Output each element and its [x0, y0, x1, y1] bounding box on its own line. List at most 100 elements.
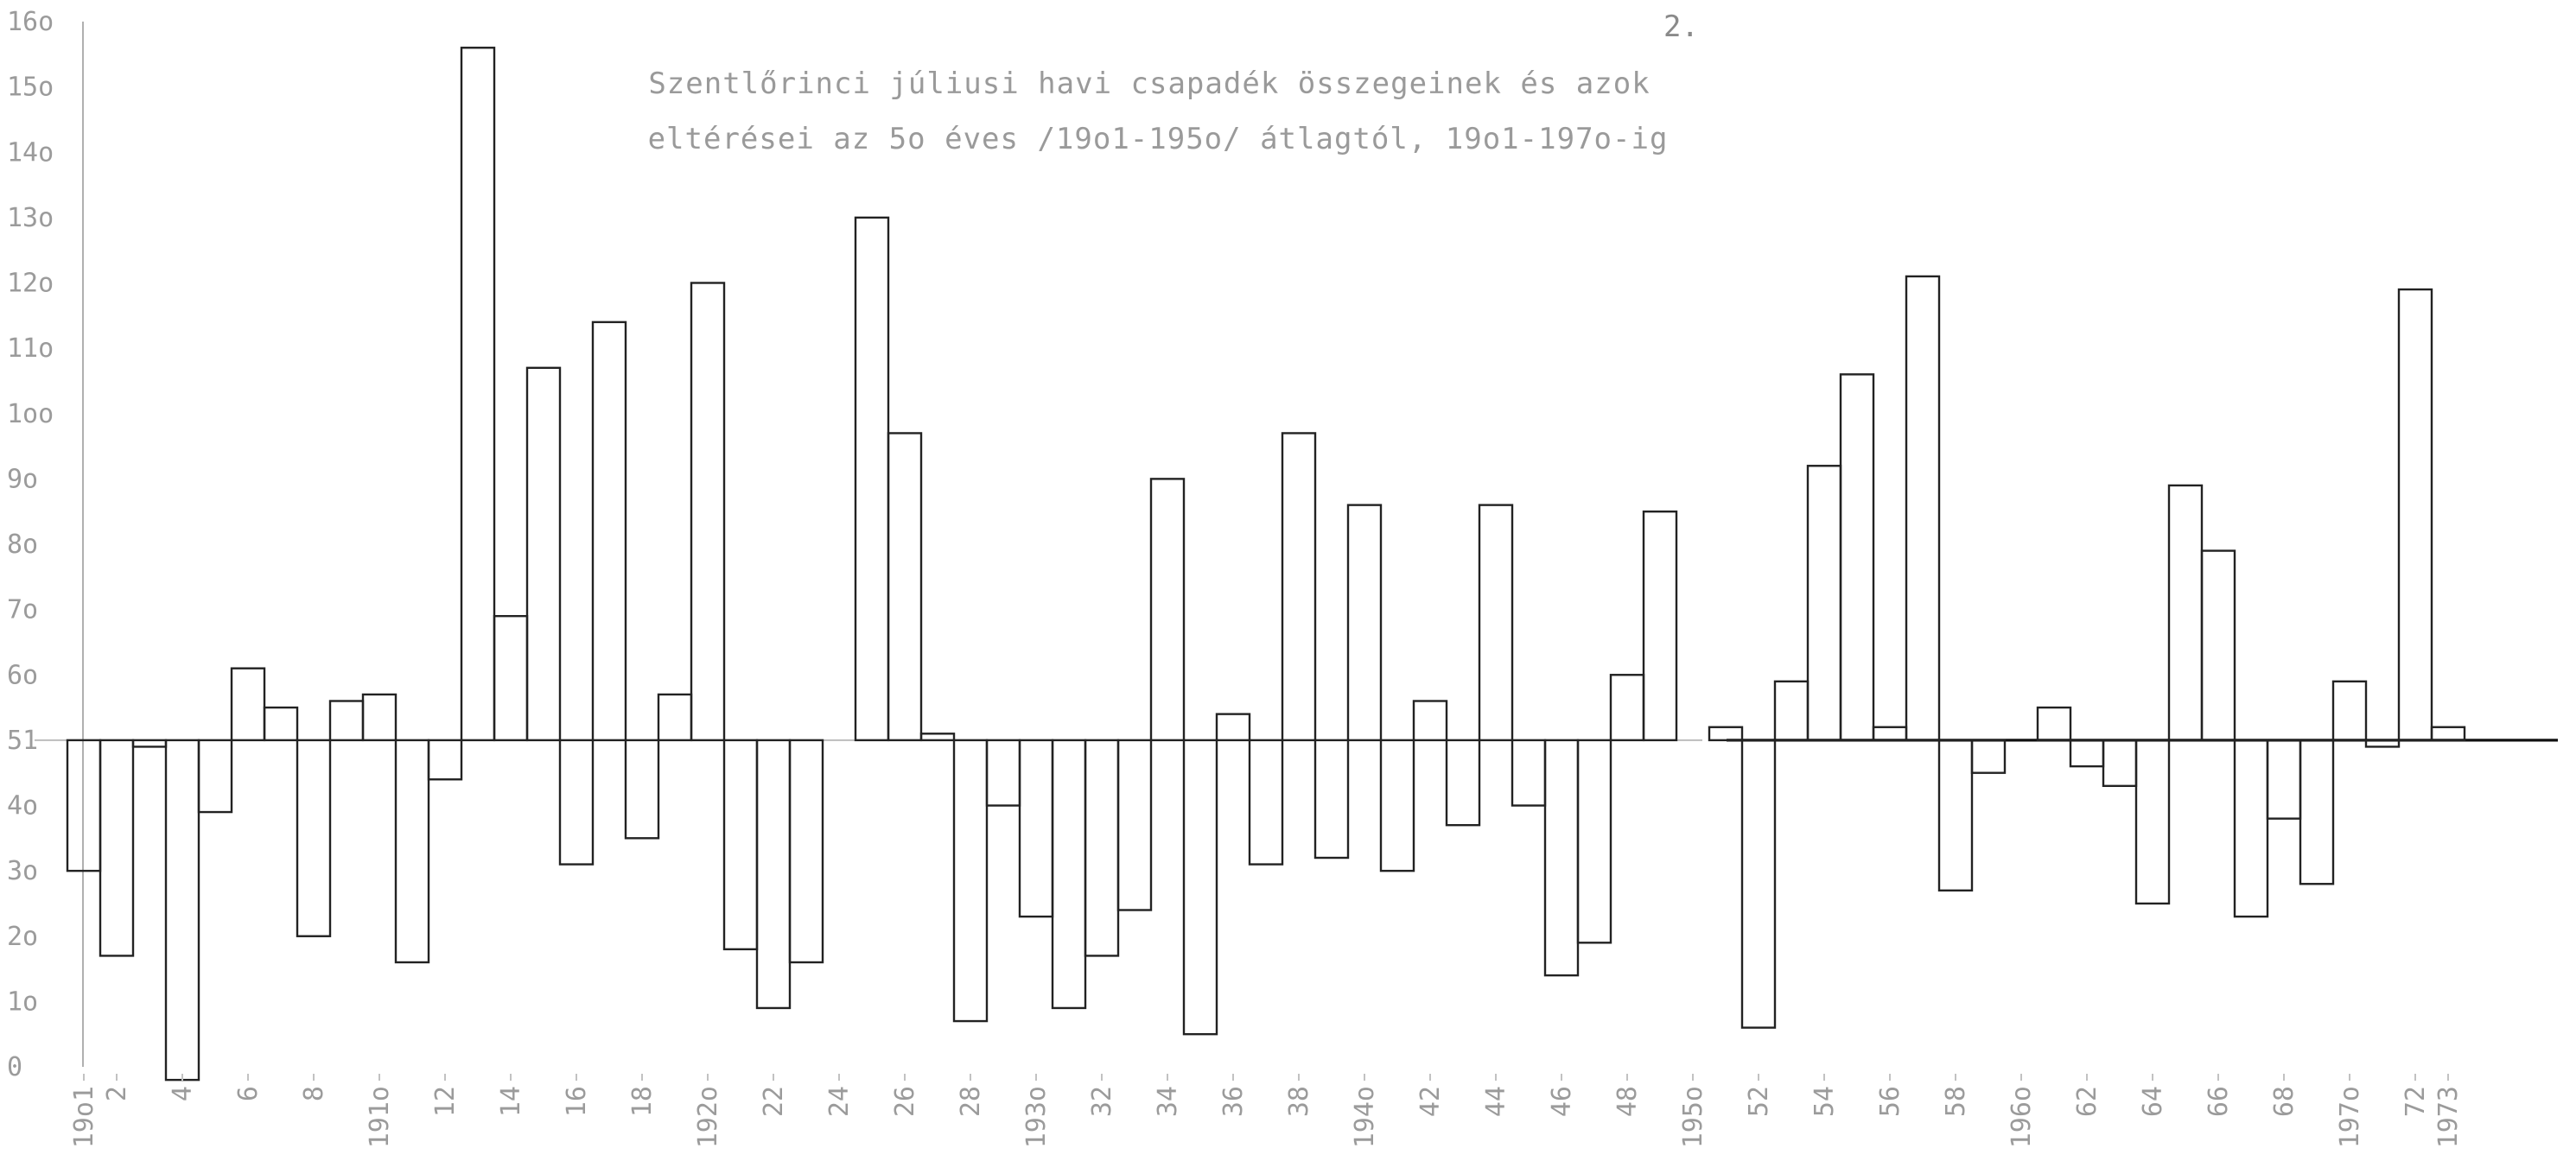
x-tick-label: 58	[1941, 1086, 1971, 1117]
y-tick-label: 12o	[7, 269, 54, 299]
x-tick-label: 64	[2138, 1086, 2168, 1117]
bar-1903	[131, 739, 168, 748]
bar-1953	[1773, 680, 1810, 742]
bar-1957	[1905, 275, 1941, 742]
bar-1935	[1182, 739, 1218, 1036]
y-tick-label: 1oo	[7, 399, 54, 429]
x-tick-label: 38	[1284, 1086, 1314, 1117]
bar-1910	[361, 693, 398, 742]
y-tick-label: 7o	[7, 595, 38, 625]
bar-1907	[263, 706, 299, 742]
bar-1949	[1642, 510, 1678, 742]
bar-1923	[788, 739, 824, 964]
bar-series	[66, 47, 2466, 1082]
bar-1915	[525, 366, 562, 742]
bar-1926	[887, 432, 923, 742]
bar-1916	[558, 739, 595, 866]
bar-1952	[1740, 739, 1777, 1029]
bar-1904	[164, 739, 200, 1082]
bar-1969	[2299, 739, 2335, 885]
bar-1905	[197, 739, 233, 814]
baseline-tick-label: 51	[7, 726, 38, 756]
bar-1929	[985, 739, 1021, 807]
bar-1958	[1937, 739, 1974, 892]
y-tick-label: 13o	[7, 203, 54, 233]
y-tick-label: 2o	[7, 922, 38, 952]
x-tick-label: 28	[956, 1086, 986, 1117]
bar-1912	[427, 739, 463, 781]
x-tick-label: 18	[627, 1086, 658, 1117]
bar-1908	[296, 739, 332, 937]
bar-1942	[1412, 700, 1448, 742]
x-tick-label: 8	[299, 1086, 329, 1101]
y-axis: 0 1o 2o 3o 4o 6o 7o 8o 9o 1oo 11o 12o 13o 14o 15o 16o 51	[7, 7, 84, 1082]
x-tick-label: 36	[1218, 1086, 1249, 1117]
x-tick-label: 44	[1481, 1086, 1511, 1117]
x-tick-label: 196o	[2007, 1086, 2037, 1148]
x-tick-label: 32	[1087, 1086, 1117, 1117]
x-tick-label: 16	[562, 1086, 592, 1117]
bar-1941	[1379, 739, 1415, 872]
x-tick-label: 54	[1810, 1086, 1840, 1117]
x-tick-label: 72	[2401, 1086, 2431, 1117]
bar-1936	[1215, 713, 1251, 742]
bar-1955	[1839, 373, 1875, 742]
page-number: 2.	[1663, 10, 1699, 44]
bar-1937	[1248, 739, 1284, 866]
bar-1944	[1478, 504, 1514, 742]
x-tick-label: 2	[102, 1086, 132, 1101]
bar-1954	[1806, 465, 1842, 742]
y-tick-label: 14o	[7, 137, 54, 168]
x-tick-label: 14	[496, 1086, 526, 1117]
x-tick-label: 192o	[693, 1086, 723, 1148]
bar-1930	[1018, 739, 1054, 918]
x-axis: 19o1 2 4 6 8 191o 12 14 16 18 192o 22 24 26 28 193o 32 34…	[69, 1074, 2464, 1148]
bar-1939	[1313, 739, 1350, 860]
x-tick-label: 194o	[1350, 1086, 1380, 1148]
bar-1921	[722, 739, 759, 951]
y-tick-label: 3o	[7, 856, 38, 886]
bar-1906	[230, 667, 266, 742]
bar-1932	[1084, 739, 1120, 957]
bar-1973	[2430, 726, 2466, 742]
bar-1920	[690, 282, 726, 742]
y-tick-label: 1o	[7, 987, 38, 1017]
bar-1967	[2233, 739, 2269, 918]
bar-1934	[1149, 478, 1186, 742]
x-tick-label: 22	[759, 1086, 789, 1117]
bar-1956	[1872, 726, 1908, 742]
bar-1922	[755, 739, 792, 1010]
y-tick-label: 9o	[7, 464, 38, 494]
bar-1963	[2102, 739, 2138, 788]
y-tick-label: 4o	[7, 791, 38, 822]
bar-1966	[2200, 549, 2236, 742]
x-tick-label: 4	[168, 1086, 198, 1101]
y-tick-label: 16o	[7, 7, 54, 37]
x-tick-label: 68	[2269, 1086, 2299, 1117]
x-tick-label: 46	[1547, 1086, 1577, 1117]
x-tick-label: 193o	[1021, 1086, 1052, 1148]
bar-1964	[2134, 739, 2171, 905]
bar-1959	[1970, 739, 2007, 774]
y-tick-label: 0	[7, 1052, 22, 1082]
bar-1917	[591, 320, 627, 742]
bar-1913	[460, 47, 496, 742]
y-tick-label: 11o	[7, 333, 54, 364]
x-tick-label: 1973	[2433, 1086, 2464, 1148]
bar-1928	[952, 739, 989, 1023]
bar-1911	[394, 739, 430, 964]
x-tick-label: 197o	[2335, 1086, 2365, 1148]
bar-1909	[328, 700, 365, 742]
bar-1947	[1576, 739, 1612, 944]
bar-1902	[99, 739, 135, 957]
chart-title-line-2: eltérései az 5o éves /19o1-195o/ átlagtó…	[648, 122, 1669, 156]
x-tick-label: 26	[890, 1086, 920, 1117]
bar-1946	[1543, 739, 1580, 977]
bar-1927	[919, 733, 956, 742]
bar-1962	[2069, 739, 2105, 768]
x-tick-label: 34	[1153, 1086, 1183, 1117]
bar-1945	[1511, 739, 1547, 807]
bar-1918	[624, 739, 660, 840]
bar-1948	[1609, 674, 1645, 742]
